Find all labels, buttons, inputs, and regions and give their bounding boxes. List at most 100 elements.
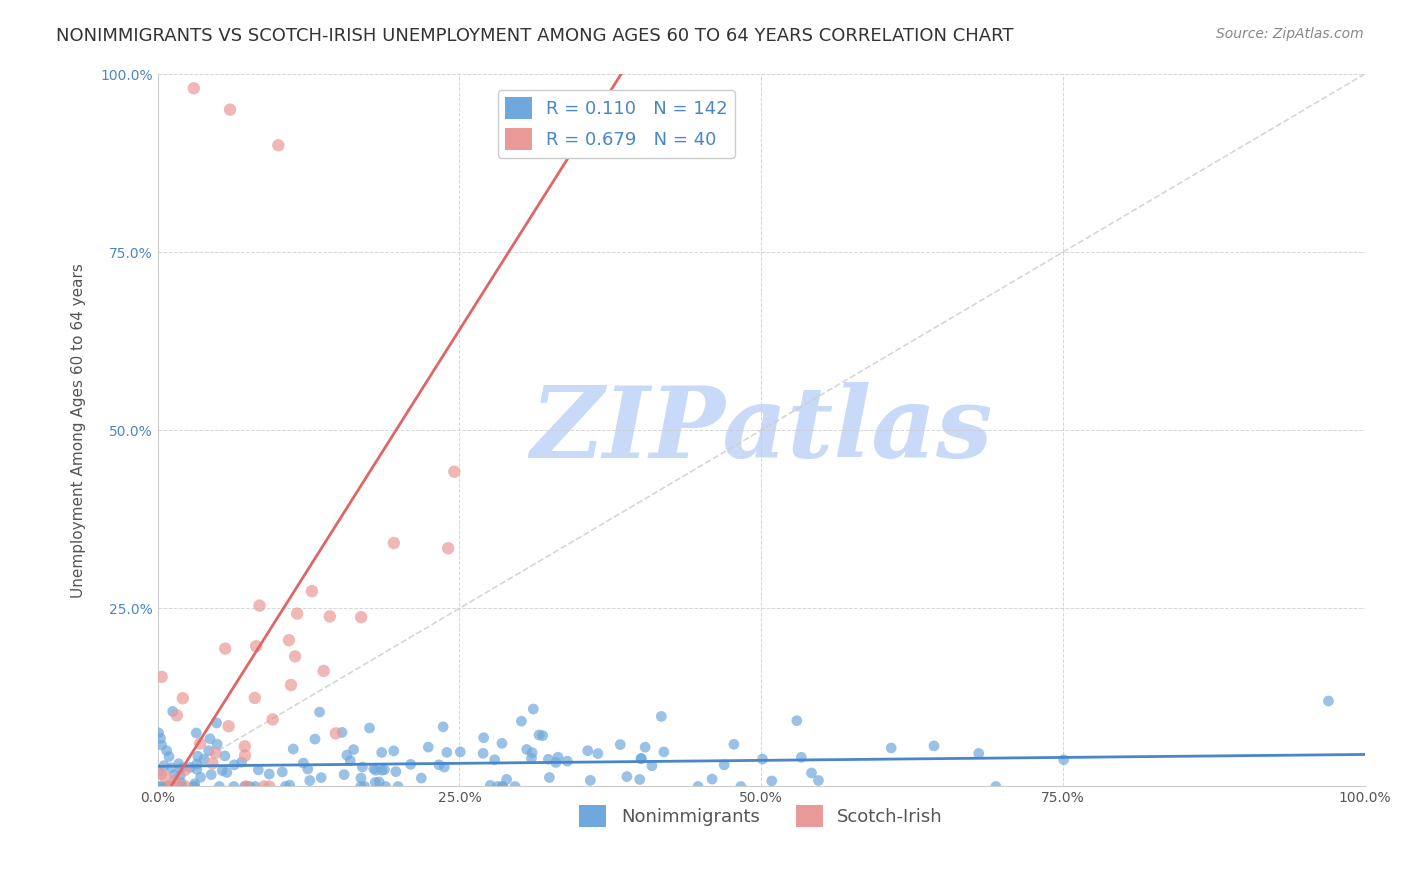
Point	[1317, 694, 1340, 708]
Point	[309, 771, 332, 785]
Point	[399, 757, 422, 772]
Point	[516, 742, 538, 756]
Point	[437, 541, 460, 556]
Point	[576, 744, 599, 758]
Point	[312, 664, 335, 678]
Point	[218, 719, 240, 733]
Point	[436, 746, 458, 760]
Point	[253, 780, 276, 794]
Point	[243, 690, 266, 705]
Point	[503, 780, 526, 794]
Point	[411, 771, 433, 785]
Point	[371, 763, 394, 777]
Point	[984, 780, 1007, 794]
Point	[201, 756, 224, 771]
Point	[187, 749, 209, 764]
Y-axis label: Unemployment Among Ages 60 to 64 years: Unemployment Among Ages 60 to 64 years	[72, 263, 86, 598]
Point	[205, 737, 228, 751]
Point	[200, 767, 222, 781]
Point	[373, 763, 395, 777]
Point	[156, 744, 179, 758]
Point	[235, 780, 257, 794]
Point	[235, 780, 257, 794]
Point	[308, 705, 330, 719]
Point	[495, 772, 517, 787]
Point	[233, 739, 256, 754]
Point	[190, 770, 212, 784]
Point	[148, 764, 170, 778]
Point	[167, 756, 190, 771]
Point	[628, 772, 651, 787]
Point	[432, 720, 454, 734]
Point	[149, 731, 172, 746]
Point	[205, 715, 228, 730]
Point	[214, 748, 236, 763]
Point	[163, 768, 186, 782]
Point	[364, 775, 387, 789]
Point	[150, 780, 173, 794]
Point	[544, 756, 567, 770]
Point	[333, 767, 356, 781]
Point	[172, 691, 194, 706]
Point	[510, 714, 533, 729]
Point	[547, 750, 569, 764]
Point	[233, 780, 256, 794]
Point	[214, 641, 236, 656]
Point	[443, 465, 465, 479]
Legend: Nonimmigrants, Scotch-Irish: Nonimmigrants, Scotch-Irish	[572, 798, 950, 834]
Point	[169, 768, 191, 782]
Point	[280, 678, 302, 692]
Point	[170, 780, 193, 794]
Point	[297, 762, 319, 776]
Point	[491, 736, 513, 750]
Point	[353, 780, 375, 794]
Point	[179, 760, 201, 774]
Point	[239, 780, 262, 794]
Point	[222, 780, 245, 794]
Point	[259, 780, 281, 794]
Point	[634, 740, 657, 755]
Point	[342, 742, 364, 756]
Point	[700, 772, 723, 786]
Point	[183, 780, 205, 794]
Point	[713, 758, 735, 772]
Point	[364, 764, 387, 778]
Point	[304, 732, 326, 747]
Point	[967, 747, 990, 761]
Point	[278, 633, 301, 648]
Point	[301, 584, 323, 599]
Point	[630, 751, 652, 765]
Point	[211, 764, 233, 778]
Point	[186, 726, 208, 740]
Point	[880, 741, 903, 756]
Point	[555, 754, 578, 768]
Point	[652, 745, 675, 759]
Point	[537, 752, 560, 766]
Point	[491, 780, 513, 794]
Point	[387, 780, 409, 794]
Point	[427, 757, 450, 772]
Point	[183, 777, 205, 791]
Point	[165, 773, 187, 788]
Point	[579, 773, 602, 788]
Point	[188, 737, 211, 751]
Point	[609, 738, 631, 752]
Point	[150, 738, 173, 752]
Point	[155, 770, 177, 784]
Point	[325, 726, 347, 740]
Point	[259, 767, 281, 781]
Point	[208, 780, 231, 794]
Point	[159, 780, 181, 794]
Text: NONIMMIGRANTS VS SCOTCH-IRISH UNEMPLOYMENT AMONG AGES 60 TO 64 YEARS CORRELATION: NONIMMIGRANTS VS SCOTCH-IRISH UNEMPLOYME…	[56, 27, 1014, 45]
Point	[336, 748, 359, 763]
Point	[330, 725, 353, 739]
Point	[271, 764, 294, 779]
Point	[761, 773, 783, 788]
Point	[174, 780, 197, 794]
Point	[586, 747, 609, 761]
Point	[274, 780, 297, 794]
Point	[616, 770, 638, 784]
Point	[786, 714, 808, 728]
Point	[418, 740, 440, 755]
Point	[922, 739, 945, 753]
